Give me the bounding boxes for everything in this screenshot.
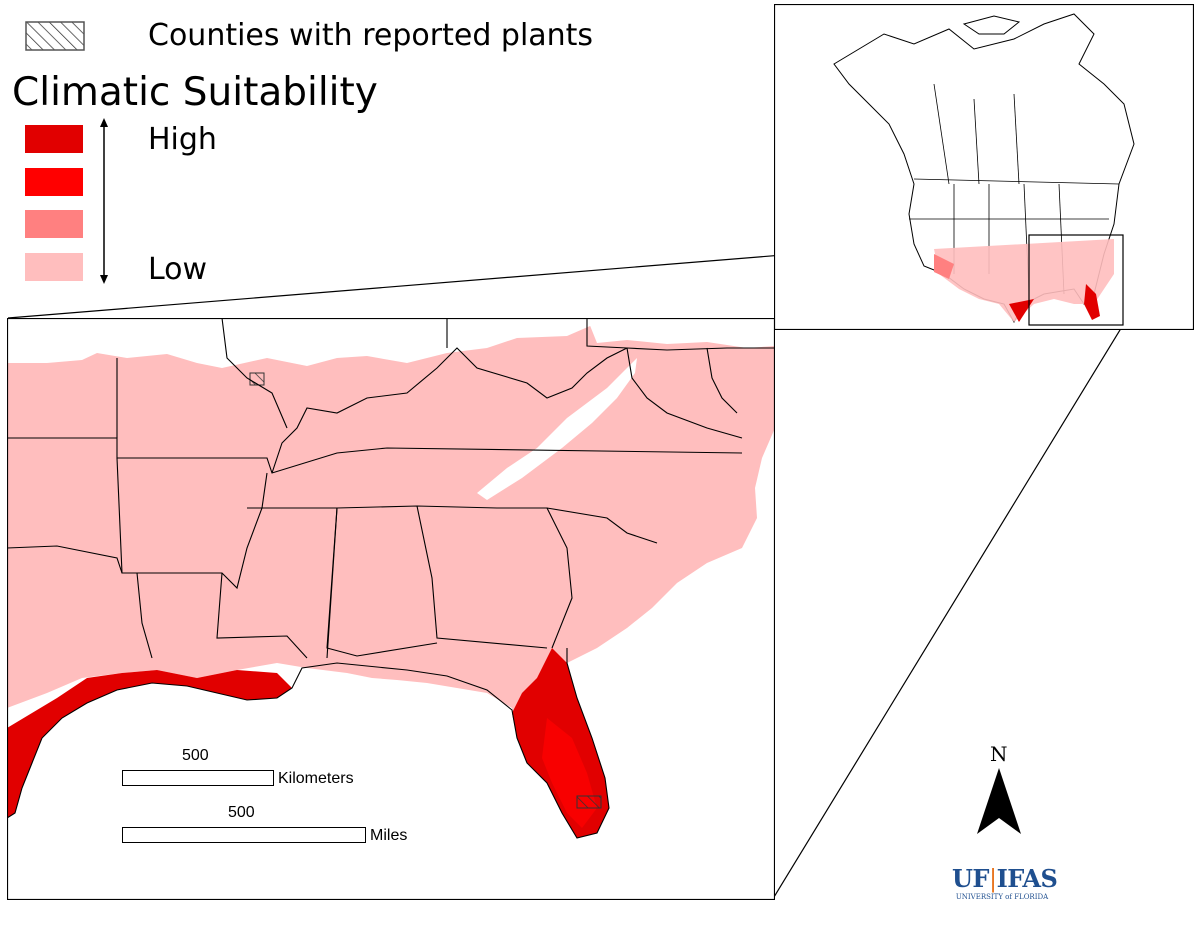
uf-ifas-logo: UF|IFAS UNIVERSITY of FLORIDA bbox=[952, 864, 1058, 902]
inset-arctic-islands bbox=[962, 15, 1021, 35]
reported-county-north bbox=[249, 372, 265, 386]
unsuitable-north-central bbox=[222, 318, 447, 360]
logo-uf-text: UF bbox=[952, 864, 989, 893]
scalebar-mi-bar bbox=[122, 827, 366, 843]
land-high-gulf-coast bbox=[7, 670, 292, 818]
inset-high-west bbox=[934, 254, 954, 279]
hatch-swatch-icon bbox=[25, 21, 85, 51]
legend: Counties with reported plants Climatic S… bbox=[0, 0, 600, 300]
state-boundaries bbox=[7, 318, 775, 659]
inset-high-gulf bbox=[1009, 299, 1034, 322]
land-low-suitability bbox=[7, 318, 775, 788]
inset-focus-rectangle bbox=[1028, 234, 1124, 326]
gulf-coastline bbox=[7, 648, 610, 839]
legend-title: Climatic Suitability bbox=[12, 70, 378, 115]
unsuitable-northeast bbox=[587, 318, 775, 348]
scalebar-km-unit: Kilometers bbox=[278, 770, 354, 787]
north-arrow-icon bbox=[977, 768, 1021, 834]
swatch-medium bbox=[25, 210, 83, 238]
main-map bbox=[7, 318, 775, 900]
unsuitable-appalachians bbox=[477, 358, 637, 500]
swatch-very-high bbox=[25, 125, 83, 153]
scalebar-mi-value: 500 bbox=[228, 804, 255, 821]
reported-plants-label: Counties with reported plants bbox=[148, 18, 594, 53]
inset-map bbox=[774, 4, 1194, 330]
double-arrow-icon bbox=[100, 118, 108, 284]
unsuitable-north-west bbox=[7, 318, 97, 363]
scalebar-km-value: 500 bbox=[182, 747, 209, 764]
low-label: Low bbox=[148, 252, 208, 287]
swatch-low bbox=[25, 253, 83, 281]
inset-low-suitability bbox=[934, 239, 1114, 322]
scalebar-km-bar bbox=[122, 770, 274, 786]
north-arrow-label: N bbox=[990, 742, 1008, 766]
swatch-high bbox=[25, 168, 83, 196]
logo-ifas-text: IFAS bbox=[996, 864, 1058, 893]
scalebar-mi-unit: Miles bbox=[370, 827, 408, 844]
reported-county-florida bbox=[576, 795, 602, 809]
inset-high-florida bbox=[1084, 284, 1100, 320]
high-label: High bbox=[148, 122, 217, 157]
logo-subtitle: UNIVERSITY of FLORIDA bbox=[955, 893, 1049, 901]
